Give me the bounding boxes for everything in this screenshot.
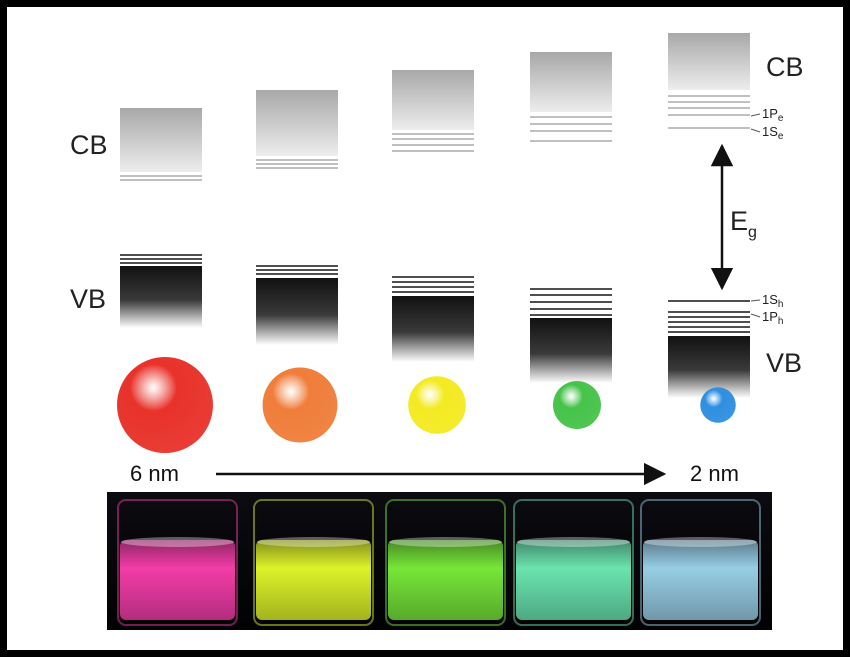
quantum-dot — [262, 367, 338, 443]
vial-glass — [253, 499, 374, 626]
vial-liquid — [256, 540, 371, 620]
vial-liquid — [643, 540, 758, 620]
valence-band — [668, 336, 750, 398]
conduction-band — [668, 33, 750, 90]
fluorescent-vials — [117, 499, 761, 626]
liquid-meniscus — [517, 537, 630, 547]
size-small-label: 2 nm — [690, 461, 739, 486]
vb-label-left: VB — [70, 284, 106, 314]
quantum-dots — [117, 357, 736, 453]
quantum-dot — [408, 376, 466, 434]
vial-liquid — [388, 540, 503, 620]
liquid-meniscus — [121, 537, 234, 547]
s1h-label: 1Sh — [762, 292, 783, 310]
vial-glass — [513, 499, 634, 626]
conduction-band — [392, 70, 474, 130]
s1e-label: 1Se — [762, 124, 784, 142]
s1h-leader — [750, 299, 761, 302]
vial-glass — [385, 499, 506, 626]
vb-label-right: VB — [766, 348, 802, 378]
vial-glass — [117, 499, 238, 626]
p1h-leader — [750, 313, 761, 318]
vial-glass — [640, 499, 761, 626]
s1e-leader — [750, 128, 761, 133]
valence-band — [120, 266, 202, 328]
band-gap-label: Eg — [730, 206, 757, 241]
quantum-dot — [553, 381, 601, 429]
energy-bands — [120, 33, 750, 398]
conduction-band — [256, 90, 338, 156]
cb-label-left: CB — [70, 130, 108, 160]
p1e-label: 1Pe — [762, 106, 784, 124]
liquid-meniscus — [644, 537, 757, 547]
valence-band — [256, 278, 338, 345]
conduction-band — [530, 52, 612, 112]
conduction-band — [120, 108, 202, 172]
cb-label-right: CB — [766, 52, 804, 82]
liquid-meniscus — [257, 537, 370, 547]
p1e-leader — [750, 113, 761, 117]
vial-liquid — [516, 540, 631, 620]
quantum-dot — [700, 387, 736, 423]
quantum-dot — [117, 357, 213, 453]
valence-band — [392, 296, 474, 362]
liquid-meniscus — [389, 537, 502, 547]
p1h-label: 1Ph — [762, 309, 783, 327]
vial-liquid — [120, 540, 235, 620]
valence-band — [530, 318, 612, 383]
size-large-label: 6 nm — [130, 461, 179, 486]
